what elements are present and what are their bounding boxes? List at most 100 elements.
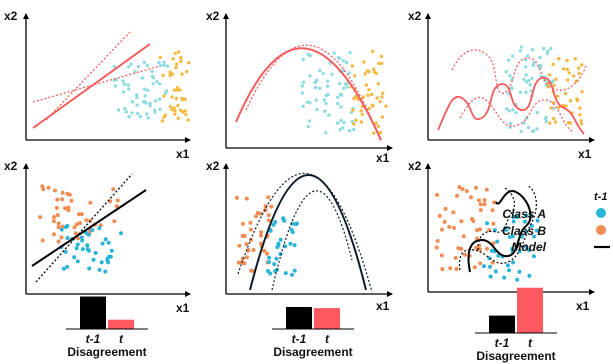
class-b-point: [552, 116, 556, 121]
class-a-point: [524, 73, 528, 77]
class-b-point: [179, 56, 183, 60]
class-a-point: [278, 237, 283, 242]
class-b-point: [173, 51, 177, 56]
class-b-point: [55, 213, 60, 218]
class-a-point: [99, 260, 104, 265]
class-b-point: [162, 94, 166, 98]
class-a-point: [143, 87, 147, 91]
class-a-point: [65, 224, 70, 228]
class-b-point: [459, 219, 464, 224]
model-t1-boundary-dotted: [35, 173, 133, 283]
class-b-point: [84, 218, 89, 223]
class-a-point: [135, 92, 139, 97]
x-axis-label: x1: [578, 147, 592, 161]
class-a-point: [113, 84, 118, 88]
class-a-point: [103, 269, 108, 274]
class-a-point: [63, 249, 68, 254]
class-b-point: [380, 115, 385, 119]
class-b-point: [56, 225, 61, 230]
class-a-point: [93, 250, 98, 255]
class-a-point: [531, 63, 536, 68]
y-axis-label: x2: [408, 9, 422, 23]
class-b-point: [78, 221, 82, 225]
class-a-point: [523, 58, 528, 62]
class-b-point: [174, 62, 179, 66]
class-b-point: [177, 50, 181, 54]
class-a-point: [283, 244, 288, 249]
class-b-point: [376, 82, 381, 86]
class-a-point: [518, 49, 523, 53]
class-b-point: [548, 73, 552, 77]
class-a-point: [306, 52, 310, 57]
class-a-point: [511, 219, 516, 224]
model-t-boundary-dotted: [451, 49, 587, 94]
class-b-point: [378, 130, 383, 135]
class-a-point: [546, 49, 550, 53]
class-a-point: [538, 63, 543, 68]
class-b-point: [443, 206, 448, 211]
class-a-point: [338, 128, 342, 132]
class-a-point: [265, 269, 270, 273]
bar-chart-xlabel: Disagreement: [67, 345, 146, 359]
class-b-point: [240, 221, 245, 226]
class-b-point: [174, 65, 178, 70]
class-a-point: [488, 274, 493, 279]
class-a-point: [123, 106, 127, 111]
class-a-point: [97, 267, 102, 272]
model-t1-boundary-dotted: [237, 172, 373, 293]
bar-tick-label: t-1: [292, 332, 307, 346]
class-b-point: [352, 74, 357, 78]
class-b-point: [564, 104, 568, 108]
class-a-point: [532, 129, 536, 133]
class-b-point: [267, 218, 271, 223]
class-b-point: [63, 206, 68, 211]
class-b-point: [259, 233, 263, 238]
class-a-point: [129, 62, 133, 66]
class-a-point: [527, 248, 531, 253]
class-b-point: [350, 64, 355, 68]
class-a-point: [126, 83, 130, 87]
class-b-point: [76, 236, 81, 241]
panel-top-linear: x2 x1: [4, 9, 191, 161]
class-a-point: [341, 59, 346, 63]
class-a-point: [314, 98, 318, 103]
bar-tick-label: t-1: [86, 332, 101, 346]
class-a-point: [87, 266, 92, 271]
class-a-point: [135, 103, 139, 107]
model-t1-boundary-dotted: [271, 190, 353, 291]
class-a-point: [300, 91, 305, 95]
panel-bottom-complex: x2 x1: [408, 159, 595, 313]
class-b-point: [60, 190, 65, 195]
class-b-point: [56, 221, 61, 226]
class-b-point: [457, 185, 462, 190]
class-b-point: [181, 110, 185, 114]
class-a-point: [517, 249, 522, 254]
class-b-point: [73, 231, 78, 236]
class-b-point: [551, 101, 556, 105]
class-b-point: [478, 202, 483, 207]
class-a-point: [301, 57, 305, 62]
class-b-point: [65, 191, 70, 196]
y-axis-label: x2: [4, 159, 18, 173]
class-a-point: [308, 74, 312, 78]
class-b-point: [161, 73, 165, 78]
class-b-point: [376, 124, 381, 128]
class-a-point: [162, 60, 166, 64]
class-b-point: [239, 260, 244, 265]
class-b-point: [59, 235, 64, 240]
class-a-point: [290, 230, 295, 235]
class-a-point: [145, 112, 149, 116]
class-a-point: [301, 80, 306, 85]
class-a-point: [518, 90, 523, 94]
class-b-point: [241, 234, 246, 239]
class-a-point: [493, 269, 498, 274]
class-a-point: [482, 264, 486, 269]
bar-tick-label: t-1: [495, 336, 510, 350]
class-b-point: [172, 106, 176, 110]
class-b-point: [451, 210, 456, 215]
class-b-point: [474, 185, 478, 190]
class-b-point: [491, 241, 496, 246]
class-a-point: [141, 100, 146, 104]
class-a-point: [511, 215, 516, 220]
panel-bottom-quadratic: x2 x1: [206, 159, 393, 313]
